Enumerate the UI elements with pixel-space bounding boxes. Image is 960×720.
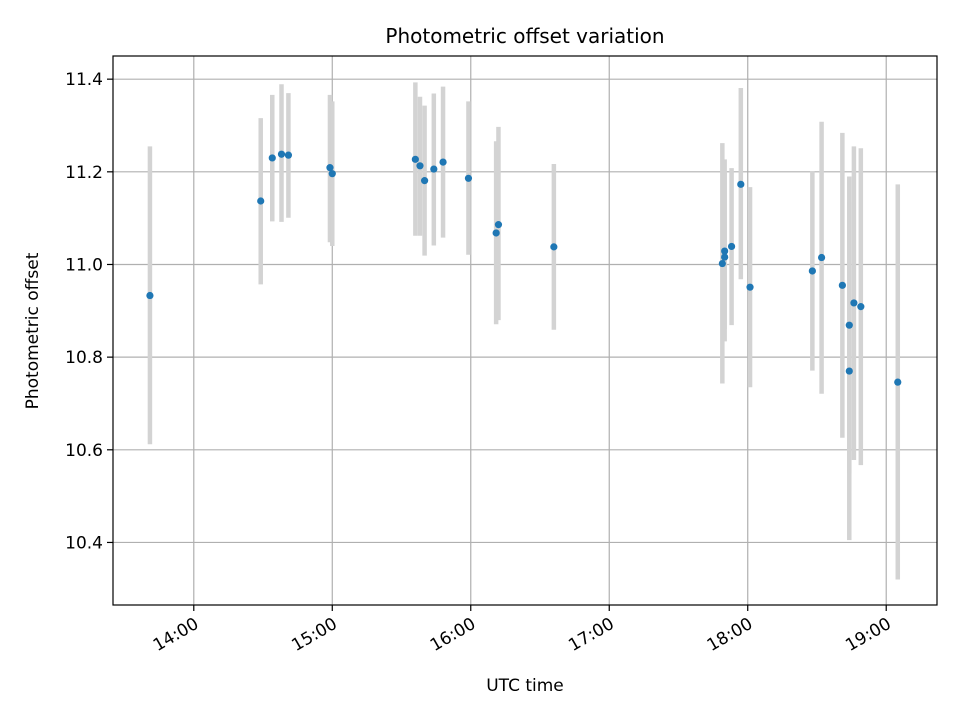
y-axis-label: Photometric offset bbox=[23, 252, 43, 409]
data-point bbox=[727, 242, 736, 251]
y-tick-label: 10.6 bbox=[65, 441, 103, 461]
data-points bbox=[146, 150, 902, 386]
data-point bbox=[746, 283, 754, 291]
data-point bbox=[284, 151, 293, 159]
y-tick-label: 10.4 bbox=[65, 533, 103, 553]
data-point bbox=[146, 291, 154, 300]
data-point bbox=[845, 367, 853, 375]
data-point bbox=[817, 253, 826, 262]
x-axis: 14:00 15:00 16:00 17:00 18:00 19:00 bbox=[150, 605, 895, 656]
chart-title: Photometric offset variation bbox=[385, 24, 664, 48]
y-axis: 10.4 10.6 10.8 11.0 11.2 11.4 bbox=[65, 70, 113, 553]
grid bbox=[113, 56, 937, 605]
x-axis-label: UTC time bbox=[486, 676, 564, 696]
data-point bbox=[838, 281, 846, 289]
data-point bbox=[494, 221, 503, 229]
data-point bbox=[894, 378, 902, 386]
data-point bbox=[328, 170, 336, 178]
data-point bbox=[721, 253, 729, 261]
data-point bbox=[268, 154, 276, 162]
data-point bbox=[430, 165, 438, 173]
data-point bbox=[721, 247, 729, 255]
plot-frame bbox=[112, 55, 938, 606]
data-point bbox=[439, 158, 447, 166]
y-tick-label: 11.0 bbox=[65, 255, 103, 275]
data-point bbox=[850, 299, 858, 307]
data-point bbox=[464, 174, 473, 182]
data-point bbox=[718, 259, 726, 268]
data-point bbox=[326, 164, 334, 172]
data-point bbox=[808, 267, 816, 275]
data-point bbox=[492, 229, 500, 237]
y-tick-label: 11.4 bbox=[65, 70, 103, 90]
data-point bbox=[277, 150, 286, 158]
data-point bbox=[411, 155, 419, 163]
data-point bbox=[416, 162, 424, 170]
data-point bbox=[420, 177, 429, 185]
data-point bbox=[737, 180, 745, 188]
y-tick-label: 10.8 bbox=[65, 348, 103, 368]
y-tick-label: 11.2 bbox=[65, 163, 103, 183]
data-point bbox=[550, 243, 558, 251]
data-point bbox=[257, 197, 265, 205]
data-point bbox=[857, 303, 865, 311]
data-point bbox=[845, 321, 853, 329]
